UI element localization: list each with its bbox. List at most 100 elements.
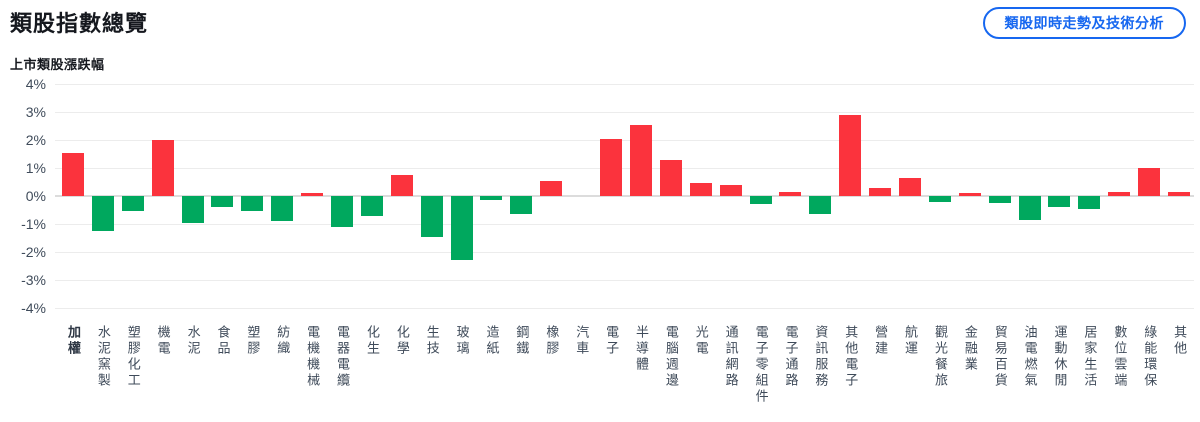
chart-subtitle: 上市類股漲跌幅 [10, 57, 105, 72]
chart-bar-玻璃 [450, 196, 473, 261]
chart-bar-通訊網路 [719, 184, 742, 196]
gridline [55, 224, 1194, 225]
x-axis-label-slot: 電子零組件 [746, 325, 776, 420]
x-axis-label: 居家生活 [1082, 325, 1098, 389]
x-axis-label-slot: 數位雲端 [1104, 325, 1134, 420]
y-axis-tick-label: -3% [21, 272, 46, 288]
gridline [55, 308, 1194, 309]
chart-bar-電機機械 [301, 193, 324, 196]
x-axis-label-slot: 機電 [148, 325, 178, 420]
x-axis-label: 電子零組件 [753, 325, 769, 405]
x-axis-label: 電腦週邊 [663, 325, 679, 389]
x-axis-label: 航運 [903, 325, 919, 357]
x-axis-label: 金融業 [962, 325, 978, 373]
x-axis-label-slot: 觀光餐旅 [925, 325, 955, 420]
chart-bar-油電燃氣 [1018, 196, 1041, 220]
chart-bar-金融業 [958, 193, 981, 196]
chart-bar-水泥窯製 [91, 196, 114, 231]
x-axis-label: 造紙 [484, 325, 500, 357]
x-axis-label-slot: 化生 [357, 325, 387, 420]
x-axis-label: 加權 [66, 325, 81, 357]
chart-bar-生技 [420, 196, 443, 237]
chart-bar-橡膠 [540, 180, 563, 196]
chart-bar-半導體 [629, 124, 652, 196]
chart-bar-食品 [211, 196, 234, 208]
y-axis-tick-label: 2% [25, 132, 46, 148]
chart-bar-資訊服務 [809, 196, 832, 215]
chart-bar-居家生活 [1078, 196, 1101, 209]
x-axis-label-slot: 電器電纜 [327, 325, 357, 420]
x-axis-label-slot: 金融業 [955, 325, 985, 420]
gridline [55, 112, 1194, 113]
gridline [55, 140, 1194, 141]
zero-line [55, 195, 1194, 197]
gridline [55, 84, 1194, 85]
x-axis-label: 觀光餐旅 [932, 325, 948, 389]
gridline [55, 168, 1194, 169]
y-axis: 4% 3% 2% 1% 0% -1% -2% -3% -4% [0, 76, 46, 316]
x-axis-label-slot: 電子 [596, 325, 626, 420]
x-axis-label-slot: 水泥 [178, 325, 208, 420]
x-axis-label-slot: 塑膠化工 [118, 325, 148, 420]
x-axis-label: 其他電子 [843, 325, 859, 389]
chart-bar-貿易百貨 [988, 196, 1011, 203]
x-axis-label: 塑膠化工 [125, 325, 141, 389]
sector-trend-analysis-button[interactable]: 類股即時走勢及技術分析 [982, 7, 1186, 39]
x-axis-label: 塑膠 [245, 325, 261, 357]
x-axis-label: 油電燃氣 [1022, 325, 1038, 389]
x-axis-label-slot: 通訊網路 [716, 325, 746, 420]
x-axis-label-slot: 水泥窯製 [88, 325, 118, 420]
chart-bar-電子零組件 [749, 196, 772, 205]
chart-bar-水泥 [181, 196, 204, 223]
x-axis-label: 食品 [215, 325, 231, 357]
x-axis-label: 生技 [424, 325, 440, 357]
x-axis-label-slot: 半導體 [626, 325, 656, 420]
chart-bar-電子通路 [779, 191, 802, 196]
chart-bar-造紙 [480, 196, 503, 201]
x-axis-label: 貿易百貨 [992, 325, 1008, 389]
chart-bar-運動休閒 [1048, 196, 1071, 208]
x-axis-label-slot: 紡織 [267, 325, 297, 420]
chart-bar-航運 [899, 177, 921, 196]
chart-bar-其他 [1168, 191, 1191, 196]
x-axis-label-slot: 塑膠 [237, 325, 267, 420]
y-axis-tick-label: -4% [21, 300, 46, 316]
x-axis-label: 半導體 [634, 325, 649, 373]
x-axis-label-slot: 其他電子 [835, 325, 865, 420]
x-axis-label-slot: 加權 [58, 325, 88, 420]
chart-bar-電腦週邊 [659, 159, 682, 196]
x-axis-label: 電子 [604, 325, 620, 357]
x-axis-label-slot: 電腦週邊 [656, 325, 686, 420]
x-axis-label: 鋼鐵 [514, 325, 530, 357]
x-axis-label-slot: 電子通路 [775, 325, 805, 420]
x-axis-label: 綠能環保 [1142, 325, 1158, 389]
x-axis-label: 營建 [873, 325, 889, 357]
y-axis-tick-label: 3% [25, 104, 46, 120]
x-axis-label-slot: 鋼鐵 [506, 325, 536, 420]
x-axis-label: 機電 [155, 325, 171, 357]
gridline [55, 252, 1194, 253]
chart-bar-機電 [151, 140, 174, 196]
x-axis-label-slot: 綠能環保 [1134, 325, 1164, 420]
chart-bar-鋼鐵 [510, 196, 533, 215]
x-axis-label: 電子通路 [783, 325, 799, 389]
plot-area [55, 84, 1194, 309]
x-axis-label: 汽車 [574, 325, 590, 357]
chart-bar-電子 [600, 138, 623, 196]
x-axis-label-slot: 航運 [895, 325, 925, 420]
x-axis-label-slot: 貿易百貨 [985, 325, 1015, 420]
chart-bar-其他電子 [839, 114, 862, 196]
chart-bar-紡織 [271, 196, 294, 222]
y-axis-tick-label: 1% [25, 160, 46, 176]
x-axis-label-slot: 造紙 [477, 325, 507, 420]
x-axis-label-slot: 汽車 [566, 325, 596, 420]
x-axis-label: 通訊網路 [723, 325, 739, 389]
y-axis-tick-label: -1% [21, 216, 46, 232]
chart-bar-營建 [869, 187, 892, 196]
chart-bar-電器電纜 [331, 196, 353, 227]
x-axis-label: 其他 [1172, 325, 1188, 357]
chart-bar-化生 [360, 196, 383, 216]
chart-bar-塑膠 [241, 196, 264, 212]
x-axis-label-slot: 生技 [417, 325, 447, 420]
x-axis-label-slot: 運動休閒 [1045, 325, 1075, 420]
